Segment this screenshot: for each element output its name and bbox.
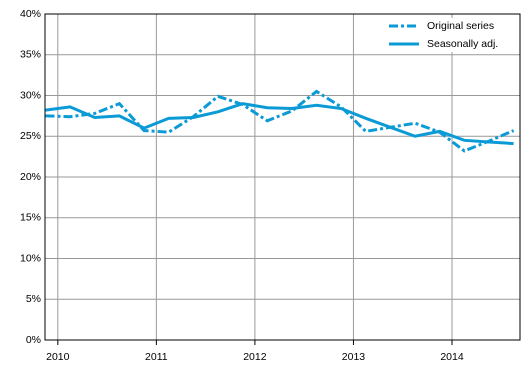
y-tick-label: 15% [20,212,41,224]
legend-box [385,18,517,52]
y-tick-label: 40% [20,8,41,20]
y-tick-label: 10% [20,252,41,264]
legend-label: Original series [427,20,494,32]
y-tick-label: 30% [20,89,41,101]
x-tick-label: 2012 [243,351,267,363]
plot-border [44,13,521,341]
y-tick-label: 5% [26,293,41,305]
x-tick-label: 2014 [440,351,464,363]
x-tick-label: 2011 [145,351,168,363]
legend-label: Seasonally adj. [427,38,498,50]
series-line [45,102,514,146]
y-tick-label: 35% [20,49,41,61]
x-tick-label: 2013 [342,351,366,363]
y-tick-label: 0% [26,334,41,346]
x-tick-label: 2010 [46,351,70,363]
series-line [45,89,515,153]
y-tick-label: 25% [20,130,41,142]
y-tick-label: 20% [20,171,41,183]
